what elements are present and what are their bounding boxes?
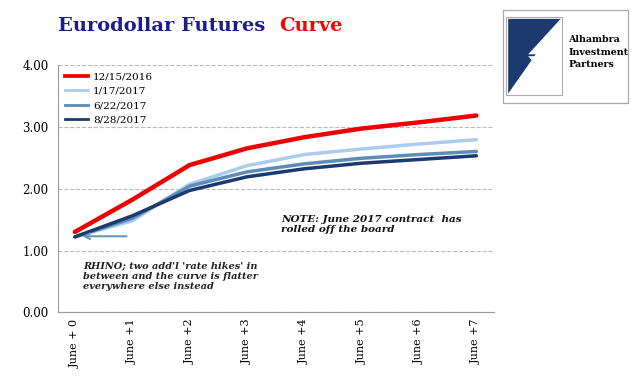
Polygon shape bbox=[528, 56, 561, 94]
Text: Eurodollar Futures: Eurodollar Futures bbox=[58, 17, 272, 35]
Text: Alhambra
Investment
Partners: Alhambra Investment Partners bbox=[568, 35, 628, 69]
Text: NOTE: June 2017 contract  has
rolled off the board: NOTE: June 2017 contract has rolled off … bbox=[281, 215, 462, 234]
Text: RHINO; two add'l 'rate hikes' in
between and the curve is flatter
everywhere els: RHINO; two add'l 'rate hikes' in between… bbox=[83, 262, 258, 291]
Polygon shape bbox=[528, 19, 561, 54]
Legend: 12/15/2016, 1/17/2017, 6/22/2017, 8/28/2017: 12/15/2016, 1/17/2017, 6/22/2017, 8/28/2… bbox=[63, 70, 155, 127]
Text: Curve: Curve bbox=[279, 17, 342, 35]
Polygon shape bbox=[508, 19, 561, 94]
FancyBboxPatch shape bbox=[506, 17, 562, 95]
